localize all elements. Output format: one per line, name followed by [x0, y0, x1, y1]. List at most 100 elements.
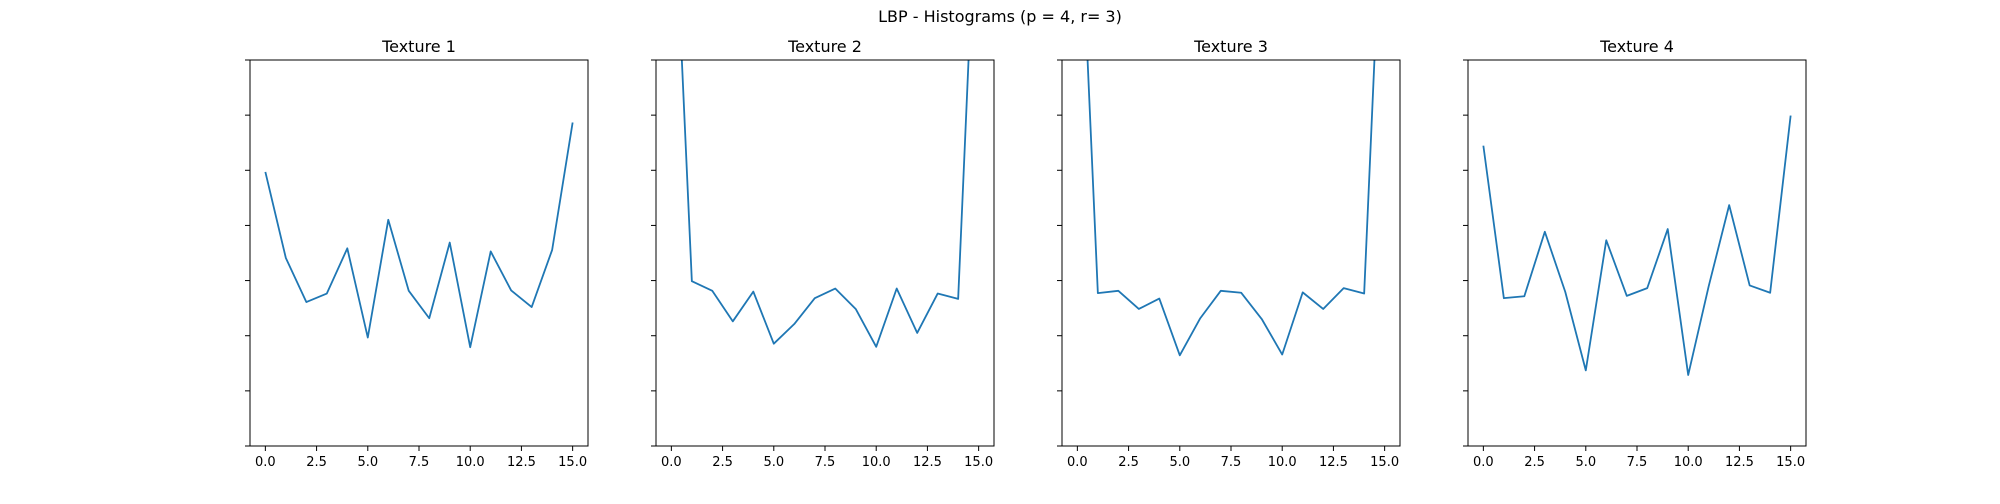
data-point — [710, 289, 714, 293]
x-tick-label: 5.0 — [763, 455, 784, 470]
x-tick-label: 12.5 — [507, 455, 536, 470]
data-point — [1563, 290, 1567, 294]
data-point — [448, 241, 452, 245]
data-point — [731, 319, 735, 323]
subplot-title: Texture 2 — [787, 37, 862, 56]
axes-frame — [655, 59, 995, 447]
series-line — [1086, 60, 1376, 357]
data-point — [1522, 294, 1526, 298]
data-point — [833, 287, 837, 291]
data-point — [366, 336, 370, 340]
x-tick-label: 2.5 — [1524, 455, 1545, 470]
data-point — [1543, 230, 1547, 234]
data-point — [1789, 114, 1793, 118]
subplot-panels: Texture 10.0 2.5 5.0 7.5 10.0 12.5 15.0Texture… — [245, 37, 1807, 470]
series-line — [680, 60, 970, 348]
data-point — [1096, 291, 1100, 295]
x-tick-label: 12.5 — [1319, 455, 1348, 470]
axes-frame — [1061, 59, 1401, 447]
x-tick-label: 10.0 — [1268, 455, 1297, 470]
data-point — [345, 246, 349, 250]
data-point — [427, 316, 431, 320]
data-point — [263, 170, 267, 174]
data-point — [1219, 289, 1223, 293]
data-point — [530, 305, 534, 309]
data-point — [1198, 316, 1202, 320]
data-point — [386, 218, 390, 222]
x-tick-label: 15.0 — [558, 455, 587, 470]
data-point — [1748, 283, 1752, 287]
data-point — [468, 345, 472, 349]
figure-suptitle: LBP - Histograms (p = 4, r= 3) — [878, 7, 1122, 26]
data-point — [1342, 286, 1346, 290]
x-tick-label: 7.5 — [1627, 455, 1648, 470]
x-tick-label: 5.0 — [357, 455, 378, 470]
data-point — [1321, 307, 1325, 311]
axes-frame — [249, 59, 589, 447]
x-tick-label: 5.0 — [1169, 455, 1190, 470]
data-point — [813, 296, 817, 300]
x-tick-label: 7.5 — [815, 455, 836, 470]
data-point — [1178, 353, 1182, 357]
series-line — [264, 122, 574, 349]
data-point — [325, 292, 329, 296]
x-tick-label: 2.5 — [712, 455, 733, 470]
x-tick-label: 12.5 — [913, 455, 942, 470]
subplot-2: Texture 2 0.0 2.5 5.0 7.5 10.0 12.5 15.0 — [651, 37, 995, 470]
data-point — [874, 345, 878, 349]
data-point — [571, 121, 575, 125]
data-point — [1481, 144, 1485, 148]
data-point — [489, 249, 493, 253]
subplot-4: Texture 4 0.0 2.5 5.0 7.5 10.0 12.5 15.0 — [1463, 37, 1807, 470]
x-tick-label: 0.0 — [661, 455, 682, 470]
data-point — [751, 290, 755, 294]
x-tick-label: 12.5 — [1725, 455, 1754, 470]
subplot-title: Texture 4 — [1599, 37, 1674, 56]
data-point — [1301, 290, 1305, 294]
subplot-1: Texture 1 0.0 2.5 5.0 7.5 10.0 12.5 15.0 — [245, 37, 589, 470]
x-tick-label: 0.0 — [1473, 455, 1494, 470]
x-tick-label: 2.5 — [306, 455, 327, 470]
data-point — [1666, 227, 1670, 231]
data-point — [1502, 296, 1506, 300]
x-tick-label: 0.0 — [255, 455, 276, 470]
data-point — [509, 288, 513, 292]
data-point — [854, 307, 858, 311]
x-tick-label: 15.0 — [1370, 455, 1399, 470]
subplot-3: Texture 3 0.0 2.5 5.0 7.5 10.0 12.5 15.0 — [1057, 37, 1401, 470]
series-line — [1482, 115, 1792, 376]
data-point — [1707, 284, 1711, 288]
x-tick-label: 10.0 — [456, 455, 485, 470]
data-point — [1686, 373, 1690, 377]
x-tick-label: 7.5 — [409, 455, 430, 470]
data-point — [284, 256, 288, 260]
x-tick-label: 10.0 — [862, 455, 891, 470]
x-tick-label: 5.0 — [1575, 455, 1596, 470]
x-tick-label: 7.5 — [1221, 455, 1242, 470]
data-point — [407, 289, 411, 293]
x-tick-label: 10.0 — [1674, 455, 1703, 470]
data-point — [936, 292, 940, 296]
data-point — [550, 248, 554, 252]
data-point — [690, 279, 694, 283]
x-tick-label: 0.0 — [1067, 455, 1088, 470]
x-tick-label: 15.0 — [964, 455, 993, 470]
data-point — [304, 300, 308, 304]
data-point — [792, 322, 796, 326]
data-point — [1137, 307, 1141, 311]
data-point — [1768, 291, 1772, 295]
data-point — [1727, 203, 1731, 207]
data-point — [915, 331, 919, 335]
data-point — [1116, 289, 1120, 293]
data-point — [1625, 294, 1629, 298]
data-point — [956, 297, 960, 301]
data-point — [1239, 291, 1243, 295]
data-point — [1280, 353, 1284, 357]
x-tick-label: 2.5 — [1118, 455, 1139, 470]
data-point — [1362, 292, 1366, 296]
data-point — [1157, 297, 1161, 301]
data-point — [1260, 317, 1264, 321]
data-point — [1584, 368, 1588, 372]
